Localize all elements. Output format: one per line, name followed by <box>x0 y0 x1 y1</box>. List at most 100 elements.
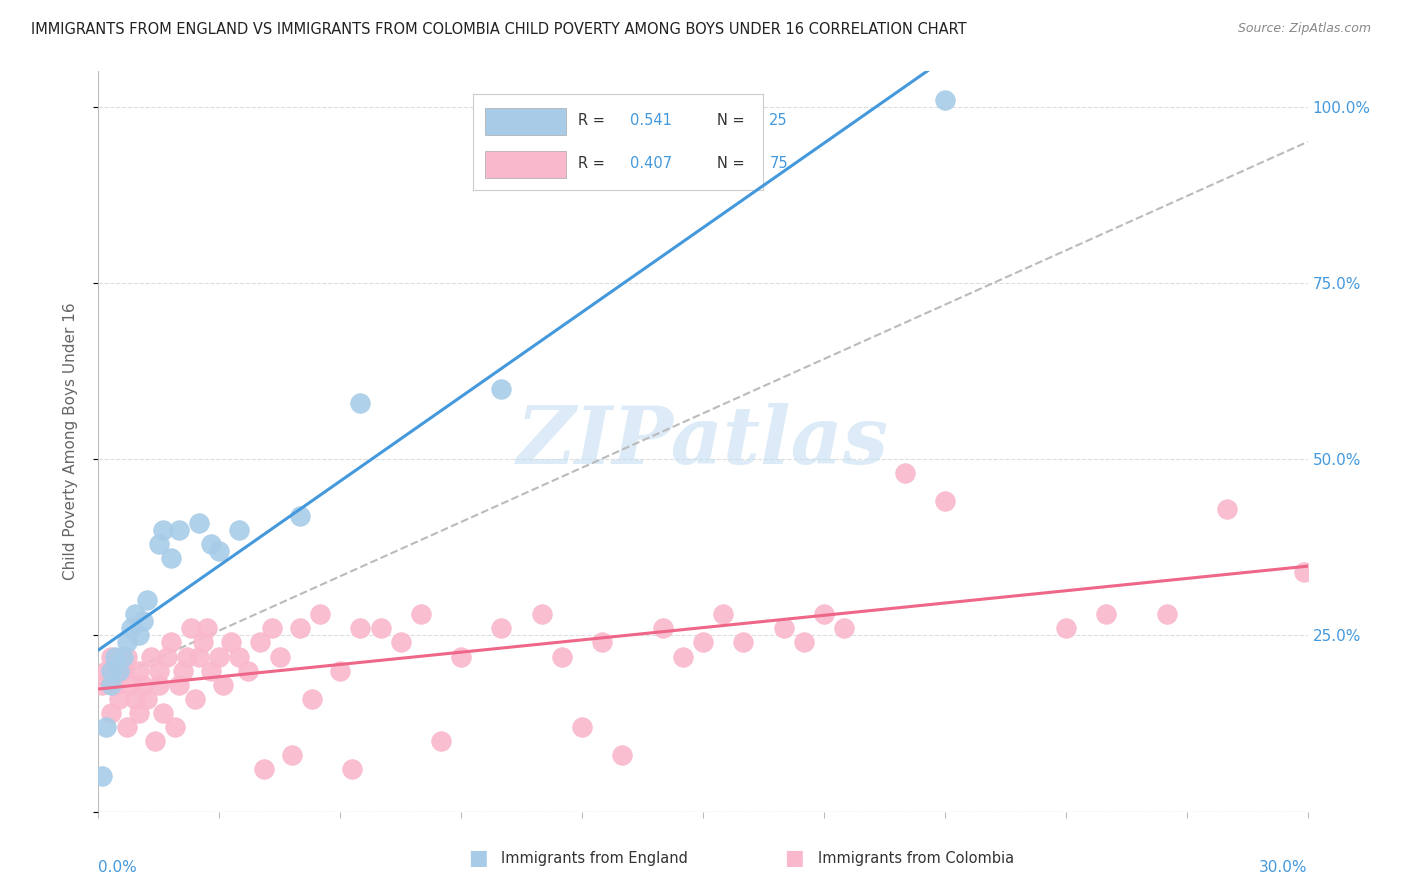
Point <box>184 692 207 706</box>
Point <box>115 720 138 734</box>
Point <box>128 628 150 642</box>
Text: 30.0%: 30.0% <box>1260 860 1308 875</box>
Point <box>120 621 142 635</box>
Point <box>249 635 271 649</box>
Point <box>128 664 150 678</box>
Point <box>96 664 118 678</box>
Point <box>236 664 259 678</box>
Point <box>208 544 231 558</box>
Point <box>100 706 122 720</box>
Text: 0.0%: 0.0% <box>98 860 138 875</box>
Point <box>200 537 222 551</box>
Point <box>772 621 794 635</box>
Point <box>1292 565 1315 579</box>
Point <box>253 763 276 777</box>
Point <box>208 649 231 664</box>
Point <box>111 664 134 678</box>
Point <box>288 508 311 523</box>
Point <box>934 494 956 508</box>
Point <box>491 382 513 396</box>
Point <box>128 706 150 720</box>
Point <box>160 550 183 565</box>
Point <box>221 635 243 649</box>
Point <box>180 621 202 635</box>
Point <box>132 678 155 692</box>
Point <box>148 678 170 692</box>
Point <box>152 523 174 537</box>
Point <box>100 678 122 692</box>
Point <box>349 396 371 410</box>
Point <box>342 763 364 777</box>
Point <box>103 649 125 664</box>
Point <box>172 664 194 678</box>
Point <box>148 537 170 551</box>
Point <box>100 664 122 678</box>
Point <box>893 467 915 481</box>
Point <box>193 635 215 649</box>
Point <box>188 649 211 664</box>
Point <box>156 649 179 664</box>
Point <box>612 748 634 763</box>
Point <box>491 621 513 635</box>
Point <box>132 615 155 629</box>
Point <box>91 678 114 692</box>
Point <box>430 734 453 748</box>
Text: ■: ■ <box>468 848 488 868</box>
Point <box>139 649 162 664</box>
Point <box>148 664 170 678</box>
Point <box>143 734 166 748</box>
Point <box>120 678 142 692</box>
Point <box>530 607 553 622</box>
Point <box>281 748 304 763</box>
Point <box>135 692 157 706</box>
Point <box>176 649 198 664</box>
Point <box>195 621 218 635</box>
Point <box>934 93 956 107</box>
Point <box>409 607 432 622</box>
Point <box>711 607 734 622</box>
Point <box>591 635 613 649</box>
Point <box>301 692 323 706</box>
Point <box>832 621 855 635</box>
Y-axis label: Child Poverty Among Boys Under 16: Child Poverty Among Boys Under 16 <box>63 302 77 581</box>
Point <box>124 607 146 622</box>
Point <box>1216 501 1239 516</box>
Point <box>115 635 138 649</box>
Point <box>167 523 190 537</box>
Point <box>228 649 250 664</box>
Point <box>91 769 114 783</box>
Text: Immigrants from England: Immigrants from England <box>501 851 688 865</box>
Point <box>260 621 283 635</box>
Point <box>349 621 371 635</box>
Point <box>692 635 714 649</box>
Point <box>111 649 134 664</box>
Text: ZIPatlas: ZIPatlas <box>517 403 889 480</box>
Point <box>329 664 352 678</box>
Point <box>309 607 332 622</box>
Point <box>107 692 129 706</box>
Point <box>370 621 392 635</box>
Point <box>389 635 412 649</box>
Point <box>651 621 673 635</box>
Point <box>571 720 593 734</box>
Text: Source: ZipAtlas.com: Source: ZipAtlas.com <box>1237 22 1371 36</box>
Point <box>200 664 222 678</box>
Point <box>1054 621 1077 635</box>
Point <box>124 692 146 706</box>
Point <box>733 635 755 649</box>
Point <box>269 649 291 664</box>
Text: ■: ■ <box>785 848 804 868</box>
Point <box>167 678 190 692</box>
Point <box>672 649 695 664</box>
Point <box>1156 607 1178 622</box>
Text: IMMIGRANTS FROM ENGLAND VS IMMIGRANTS FROM COLOMBIA CHILD POVERTY AMONG BOYS UND: IMMIGRANTS FROM ENGLAND VS IMMIGRANTS FR… <box>31 22 966 37</box>
Point <box>813 607 835 622</box>
Point <box>152 706 174 720</box>
Point <box>1095 607 1118 622</box>
Point <box>115 649 138 664</box>
Point <box>228 523 250 537</box>
Point <box>188 516 211 530</box>
Point <box>107 664 129 678</box>
Point <box>551 649 574 664</box>
Point <box>100 649 122 664</box>
